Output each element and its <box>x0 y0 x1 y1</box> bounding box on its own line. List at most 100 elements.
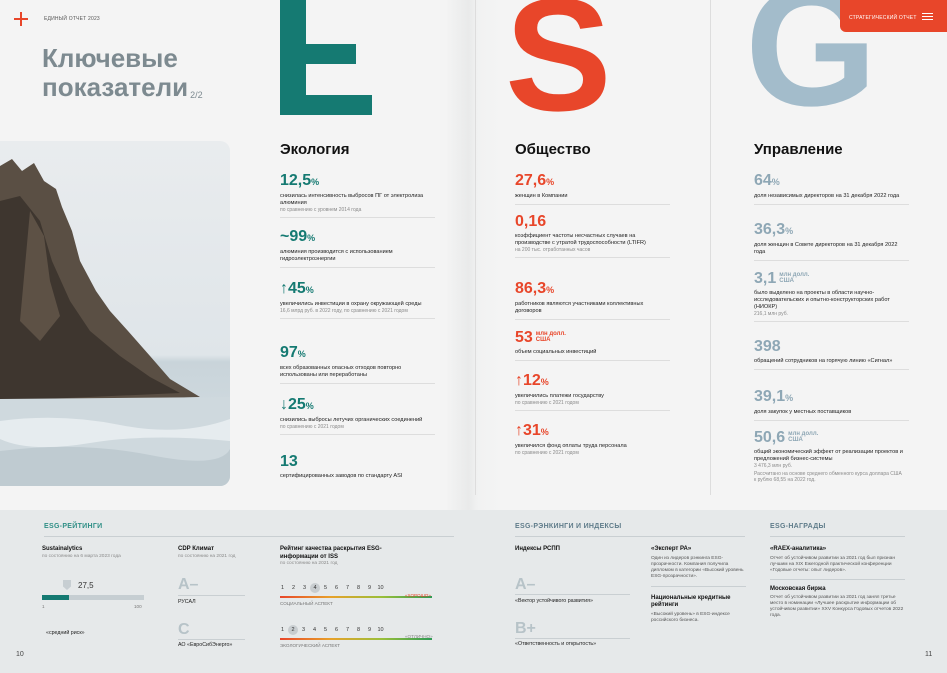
kpi-value: 398 <box>754 338 781 355</box>
society-kpi: ↑12% увеличились платежи государству по … <box>515 372 670 411</box>
cdp-grade-1: A– <box>178 576 199 593</box>
kpi-note: по сравнению с 2021 годом <box>515 400 579 406</box>
governance-heading: Управление <box>754 141 843 158</box>
divider <box>710 0 711 495</box>
rating-date: по состоянию на 2021 год <box>280 561 338 566</box>
kpi-unit: % <box>785 393 794 403</box>
scale-step: 2 <box>291 585 296 591</box>
social-gradient <box>280 596 432 598</box>
kpi-unit: % <box>297 349 306 359</box>
kpi-desc: работников являются участниками коллекти… <box>515 301 644 314</box>
kpi-unit: % <box>546 285 555 295</box>
kpi-value: ↓25 <box>280 396 306 413</box>
kpi-desc: сертифицированных заводов по стандарту A… <box>280 473 403 479</box>
divider <box>44 536 454 537</box>
scale-step: 7 <box>345 627 350 633</box>
kpi-value: 53 <box>515 329 533 346</box>
kpi-note: по сравнению с 2021 годом <box>515 450 579 456</box>
kpi-unit: % <box>307 233 316 243</box>
sustainalytics-score: 27,5 <box>78 581 94 590</box>
kpi-value: ↑45 <box>280 280 306 297</box>
governance-kpi: 39,1% доля закупок у местных поставщиков <box>754 388 909 421</box>
page-counter: 2/2 <box>190 90 203 100</box>
kpi-note: на 200 тыс. отработанных часов <box>515 247 591 253</box>
menu-bar[interactable]: СТРАТЕГИЧЕСКИЙ ОТЧЕТ <box>840 0 947 32</box>
scale-step: 10 <box>377 627 384 633</box>
society-heading: Общество <box>515 141 591 158</box>
divider <box>770 536 905 537</box>
social-label: СОЦИАЛЬНЫЙ АСПЕКТ <box>280 601 333 606</box>
cdp-grade-2: C <box>178 621 190 638</box>
esg-awards-title: ESG-НАГРАДЫ <box>770 523 826 530</box>
scale-step: 5 <box>323 627 328 633</box>
score-fill <box>42 595 69 600</box>
divider <box>475 0 476 495</box>
esg-rankings-title: ESG-РЭНКИНГИ И ИНДЕКСЫ <box>515 523 622 530</box>
kpi-desc: увеличились платежи государству <box>515 393 604 399</box>
scale-step: 1 <box>280 627 285 633</box>
scale-step: 4 <box>312 627 317 633</box>
governance-kpi: 50,6 млн долл. США общий экономический эф… <box>754 429 904 487</box>
cdp-block: CDP Климат по состоянию на 2021 год <box>178 546 248 560</box>
page-title: Ключевые показатели 2/2 <box>42 43 203 102</box>
social-verdict: «ХОРОШО» <box>405 593 431 598</box>
society-kpi: 53 млн долл. США объем социальных инвести… <box>515 329 670 361</box>
scale-step: 2 <box>288 625 298 635</box>
kpi-unit: млн долл. США <box>535 331 566 343</box>
hamburger-icon[interactable] <box>922 13 933 22</box>
divider <box>178 639 245 640</box>
award-desc: Отчет об устойчивом развитии за 2021 год… <box>770 595 904 618</box>
kpi-desc: обращений сотрудников на горячую линию «… <box>754 358 893 364</box>
letter-e-graphic <box>280 0 372 115</box>
cdp-label-1: РУСАЛ <box>178 599 196 605</box>
kpi-desc: увеличился фонд оплаты труда персонала <box>515 443 627 449</box>
rspp-name: Индексы РСПП <box>515 546 560 552</box>
raex-block: «RAEX-аналитика» Отчет об устойчивом раз… <box>770 546 905 619</box>
expert-block: «Эксперт РА» Один из лидеров рэнкинга ES… <box>651 546 746 624</box>
plus-icon[interactable] <box>14 12 28 26</box>
rating-name: «Эксперт РА» <box>651 546 692 552</box>
ecology-kpi: ↑45% увеличились инвестиции в охрану окр… <box>280 280 435 319</box>
kpi-desc: алюминия производится с использованием г… <box>280 249 393 262</box>
kpi-desc: было выделено на проекты в области научн… <box>754 290 890 310</box>
ecology-kpi: ↓25% снизились выбросы летучих органичес… <box>280 396 435 435</box>
scale-step: 8 <box>356 627 361 633</box>
eco-label: ЭКОЛОГИЧЕСКИЙ АСПЕКТ <box>280 643 340 648</box>
page-title-line1: Ключевые <box>42 43 178 73</box>
kpi-value: 64 <box>754 172 772 189</box>
kpi-note: по сравнению с уровнем 2014 года <box>280 207 362 213</box>
society-kpi: 27,6% женщин в Компании <box>515 172 670 205</box>
scale-step: 8 <box>356 585 361 591</box>
score-track <box>42 595 144 600</box>
ecology-kpi: ~99% алюминия производится с использован… <box>280 228 435 268</box>
society-kpi: 0,16 коэффициент частоты несчастных случ… <box>515 213 670 258</box>
kpi-desc: снизилась интенсивность выбросов ПГ от э… <box>280 193 424 206</box>
scale-step: 3 <box>302 585 307 591</box>
kpi-unit: % <box>540 427 549 437</box>
ecology-kpi: 97% всех образованных опасных отходов по… <box>280 344 435 384</box>
kpi-note: по сравнению с 2021 годом <box>280 424 344 430</box>
eco-scale: 1 2 3 4 5 6 7 8 9 10 <box>277 625 386 635</box>
cdp-label-2: АО «ЕвроСибЭнерго» <box>178 642 233 648</box>
rspp-label-2: «Ответственность и открытость» <box>515 641 597 647</box>
kpi-unit: % <box>311 177 320 187</box>
kpi-unit: % <box>305 285 314 295</box>
kpi-desc: объем социальных инвестиций <box>515 349 597 355</box>
marker-icon <box>63 580 71 590</box>
scale-step: 7 <box>345 585 350 591</box>
scale-step: 9 <box>367 627 372 633</box>
kpi-value: 36,3 <box>754 221 786 238</box>
kpi-desc: увеличились инвестиции в охрану окружающ… <box>280 301 422 307</box>
kpi-value: ↑12 <box>515 372 541 389</box>
kpi-desc: доля независимых директоров на 31 декабр… <box>754 193 900 199</box>
scale-step: 5 <box>323 585 328 591</box>
scale-min: 1 <box>42 604 45 609</box>
kpi-value: 86,3 <box>515 280 547 297</box>
rating-name: CDP Климат <box>178 546 215 552</box>
kpi-unit: % <box>546 177 555 187</box>
divider <box>770 578 905 580</box>
kpi-desc: доля закупок у местных поставщиков <box>754 409 852 415</box>
scale-max: 100 <box>134 604 142 609</box>
scale-step: 1 <box>280 585 285 591</box>
